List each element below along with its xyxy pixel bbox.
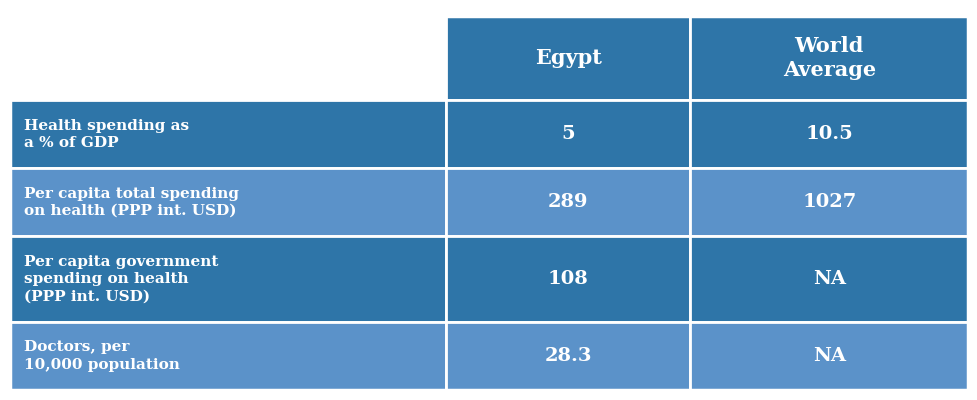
Text: 1027: 1027: [801, 193, 856, 211]
Text: Per capita total spending
on health (PPP int. USD): Per capita total spending on health (PPP…: [23, 187, 238, 218]
Text: Doctors, per
10,000 population: Doctors, per 10,000 population: [23, 340, 180, 372]
Text: Health spending as
a % of GDP: Health spending as a % of GDP: [23, 118, 189, 150]
Text: 5: 5: [561, 125, 574, 143]
Bar: [690, 322, 967, 390]
Bar: [10, 100, 446, 168]
Bar: [690, 168, 967, 236]
Text: 28.3: 28.3: [544, 347, 591, 365]
Text: 108: 108: [547, 270, 588, 288]
Bar: [10, 168, 446, 236]
Bar: [446, 168, 690, 236]
Bar: [10, 322, 446, 390]
Bar: [446, 100, 690, 168]
Text: NA: NA: [812, 347, 845, 365]
Bar: [10, 16, 446, 100]
Text: 289: 289: [547, 193, 588, 211]
Bar: [446, 236, 690, 322]
Bar: [690, 100, 967, 168]
Text: 10.5: 10.5: [804, 125, 852, 143]
Text: NA: NA: [812, 270, 845, 288]
Bar: [690, 16, 967, 100]
Bar: [446, 16, 690, 100]
Bar: [446, 322, 690, 390]
Bar: [10, 236, 446, 322]
Text: Per capita government
spending on health
(PPP int. USD): Per capita government spending on health…: [23, 255, 218, 304]
Bar: [690, 236, 967, 322]
Text: World
Average: World Average: [782, 36, 875, 80]
Text: Egypt: Egypt: [534, 48, 601, 68]
